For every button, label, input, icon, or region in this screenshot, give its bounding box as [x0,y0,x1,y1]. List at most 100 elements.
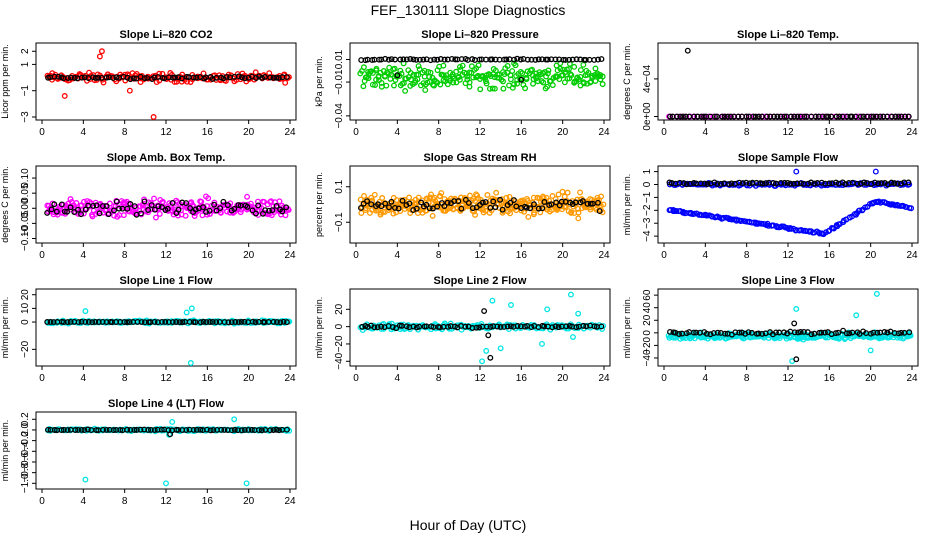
y-tick-label: 0.10 [20,168,31,188]
data-point [376,56,383,63]
data-point [793,306,800,312]
data-point [857,113,864,120]
data-point [736,329,743,336]
data-point [523,204,530,211]
data-point [726,181,732,187]
data-point [491,85,498,92]
data-point [739,180,746,187]
y-tick-label: 0 [642,330,653,336]
data-point [906,329,913,336]
panel-title: Slope Line 3 Flow [742,275,835,287]
data-point [591,323,598,330]
data-point [781,179,788,186]
data-point [800,328,807,335]
data-point [532,56,539,63]
data-point [431,56,438,63]
data-point [410,56,417,63]
data-point [259,74,266,81]
data-point [777,113,784,120]
data-point [479,358,486,365]
data-point [580,322,587,329]
data-point [714,329,721,336]
data-point [552,323,559,330]
data-point [388,71,395,78]
data-point [130,75,137,82]
data-point [580,61,587,68]
data-point [487,354,494,361]
data-point [724,113,731,120]
data-point [801,113,808,120]
data-point [694,113,701,120]
data-point [462,323,469,330]
data-point [90,202,97,209]
data-point [517,56,524,63]
data-point [249,207,256,214]
x-tick-label: 20 [557,373,569,384]
data-point [437,81,444,88]
data-point [82,476,89,483]
data-point [840,327,847,334]
data-point [418,199,425,206]
data-point [544,83,551,90]
data-point [71,74,78,81]
data-point [722,330,728,337]
data-point [407,56,414,62]
data-point [522,85,529,92]
data-point [473,324,480,331]
data-point [497,345,504,352]
data-point [152,214,159,221]
data-point [466,79,473,86]
data-point [93,202,100,209]
data-point [124,319,131,326]
plot-frame [657,288,919,367]
y-tick-label: −0.01 [334,69,345,95]
data-point [529,66,535,73]
x-tick-label: 24 [284,127,296,138]
data-point [791,320,798,327]
data-point [812,113,819,120]
data-point [96,53,103,60]
data-point [162,319,169,325]
panel-5: Slope Gas Stream RH percent per min. 0 4 8 12… [314,152,611,261]
panel-6: Slope Sample Flow ml/min per min. 0 4 8 12 16 2… [622,152,919,261]
data-point [110,427,117,434]
y-tick-label: −0.4 [20,441,31,461]
data-point [587,200,594,207]
x-tick-label: 24 [906,373,918,384]
data-point [436,324,443,331]
data-point [563,323,570,330]
plot-frame [35,411,297,490]
data-point [476,56,483,63]
data-point [489,297,496,304]
data-point [764,113,770,120]
data-point [285,74,292,81]
data-point [361,77,368,84]
data-point [238,74,245,81]
data-point [828,113,835,120]
data-point [881,180,888,186]
data-point [183,200,190,207]
series-trend [666,198,915,238]
data-point [147,426,154,433]
data-point [499,206,506,213]
data-point [78,318,85,325]
data-point [566,66,572,72]
series-mean [44,198,290,218]
data-point [462,196,469,203]
data-point [357,196,364,203]
data-point [171,74,178,81]
data-point [743,179,750,186]
data-point [805,180,812,187]
data-point [458,205,465,212]
data-point [364,323,371,330]
y-tick-label: 60 [642,289,653,301]
data-point [583,323,590,330]
data-point [60,426,67,433]
data-point [68,74,74,81]
data-point [47,319,54,325]
data-point [138,210,144,217]
data-point [131,203,138,210]
y-tick-label: 0.1 [334,179,345,193]
data-point [103,74,110,81]
y-tick-label: 0.05 [20,183,31,203]
